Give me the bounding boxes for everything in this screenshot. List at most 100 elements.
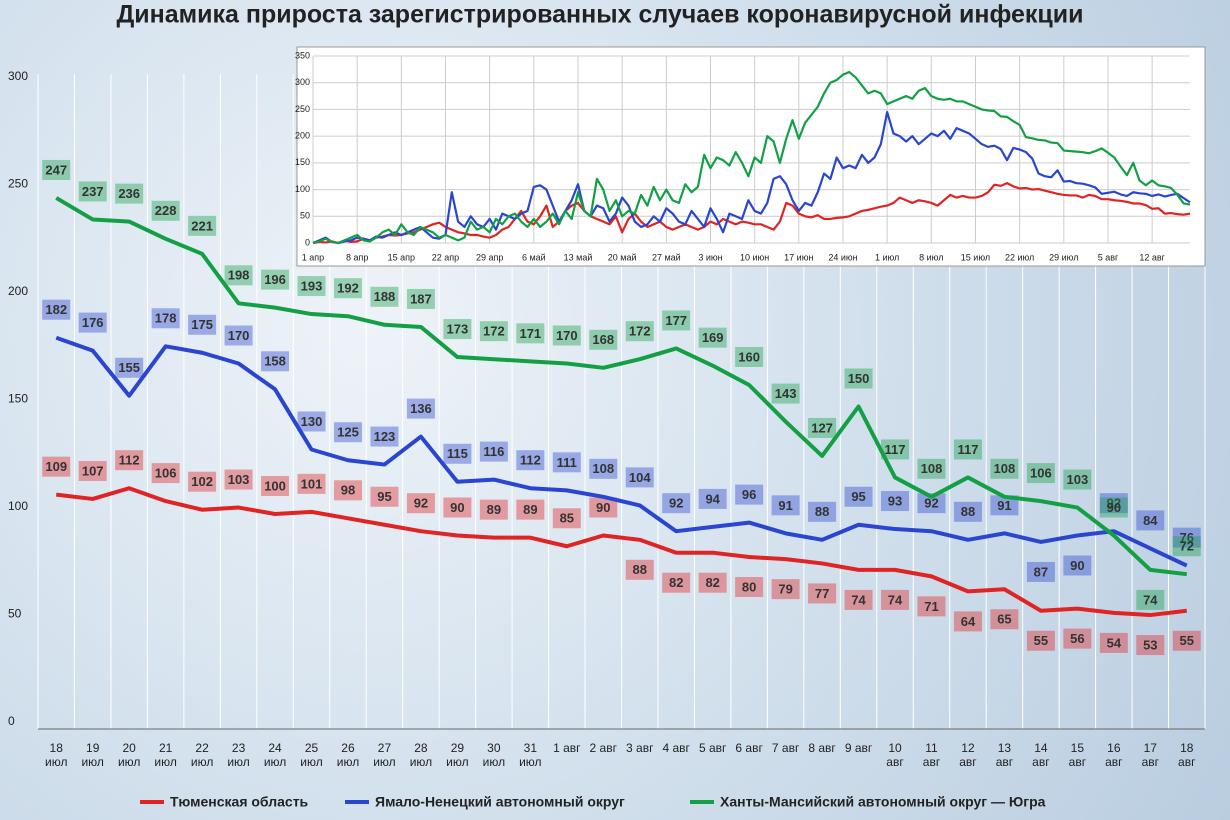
data-label: 175 [191, 317, 213, 332]
x-tick-label: 10 июн [740, 252, 769, 262]
data-label-box [844, 486, 873, 507]
data-label: 172 [629, 324, 651, 339]
data-label: 88 [815, 504, 829, 519]
data-label-box [1026, 630, 1055, 651]
y-tick-label: 250 [295, 104, 310, 114]
data-label: 136 [410, 401, 432, 416]
legend-label: Тюменская область [170, 794, 309, 810]
data-label: 168 [592, 332, 614, 347]
legend-label: Ямало-Ненецкий автономный округ [375, 794, 625, 810]
x-tick-label: 2 авг [589, 741, 617, 755]
data-label: 91 [778, 498, 792, 513]
data-label: 92 [1107, 496, 1121, 511]
data-label-box [953, 501, 982, 522]
data-label-box [662, 572, 691, 593]
data-label-box [151, 200, 180, 221]
y-tick-label: 150 [8, 392, 28, 406]
data-label: 103 [1067, 472, 1089, 487]
data-label: 196 [264, 272, 286, 287]
data-label: 123 [374, 429, 396, 444]
data-label-box [881, 589, 910, 610]
x-tick-label: 17 авг [1141, 741, 1160, 769]
data-label-box [151, 463, 180, 484]
x-tick-label: 4 авг [662, 741, 690, 755]
x-tick-label: 15 июл [961, 252, 990, 262]
data-label: 82 [705, 575, 719, 590]
data-label: 170 [228, 328, 250, 343]
data-label-box [261, 476, 290, 496]
data-label: 53 [1143, 637, 1157, 652]
data-label-box [224, 469, 253, 490]
x-tick-label: 27 май [652, 252, 681, 262]
x-tick-label: 15 апр [388, 252, 415, 262]
data-label: 89 [523, 502, 537, 517]
data-label: 84 [1143, 513, 1158, 528]
data-label: 173 [447, 321, 469, 336]
data-label: 55 [1034, 633, 1048, 648]
data-label-box [78, 312, 107, 333]
x-tick-label: 26 июл [336, 741, 360, 769]
data-label: 91 [997, 498, 1011, 513]
data-label: 96 [742, 487, 756, 502]
x-tick-label: 27 июл [373, 741, 396, 769]
data-label-box [115, 450, 144, 471]
data-label-box [406, 288, 435, 309]
data-label-box [625, 559, 654, 580]
data-label: 117 [885, 442, 906, 457]
x-tick-label: 16 авг [1105, 741, 1123, 769]
data-label: 92 [924, 496, 938, 511]
data-label-box [1026, 463, 1055, 484]
x-tick-label: 29 апр [476, 252, 503, 262]
x-tick-label: 23 июл [227, 741, 250, 769]
x-tick-label: 8 июл [919, 252, 943, 262]
x-tick-label: 17 июн [784, 252, 813, 262]
x-tick-label: 8 авг [808, 741, 836, 755]
data-label: 143 [775, 386, 797, 401]
data-label: 130 [301, 414, 323, 429]
data-label-box [115, 357, 144, 378]
data-label: 150 [848, 371, 870, 386]
data-label: 125 [337, 425, 359, 440]
data-label-box [771, 495, 800, 516]
x-tick-label: 8 апр [346, 252, 368, 262]
data-label: 100 [264, 478, 286, 493]
x-tick-label: 29 июл [1049, 252, 1078, 262]
data-label: 54 [1107, 635, 1122, 650]
data-label: 182 [45, 302, 67, 317]
inset-frame [296, 46, 1206, 267]
legend-label: Ханты-Мансийский автономный округ — Югра [720, 794, 1046, 810]
data-label-box [625, 467, 654, 488]
data-label-box [224, 265, 253, 286]
data-label: 90 [1107, 500, 1121, 515]
data-label-box [516, 499, 545, 520]
data-label: 160 [738, 349, 760, 364]
x-tick-label: 1 июл [875, 252, 899, 262]
data-label-box [42, 299, 71, 320]
data-label-box [333, 278, 362, 299]
data-label: 176 [82, 315, 104, 330]
data-label: 88 [961, 504, 975, 519]
data-label-box [1136, 635, 1165, 656]
data-label: 72 [1180, 539, 1194, 554]
y-tick-label: 200 [8, 284, 28, 298]
data-label-box [698, 572, 727, 593]
x-tick-label: 3 июн [698, 252, 722, 262]
data-label-box [78, 460, 107, 481]
data-label-box [735, 347, 764, 367]
data-label-box [589, 458, 618, 479]
data-label: 55 [1180, 633, 1194, 648]
data-label: 102 [191, 474, 213, 489]
data-label: 109 [45, 459, 67, 474]
data-label-box [771, 579, 800, 600]
y-tick-label: 0 [8, 714, 15, 728]
x-tick-label: 6 май [522, 252, 546, 262]
data-label: 95 [851, 489, 865, 504]
data-label-box [297, 276, 326, 297]
data-label: 193 [301, 278, 323, 293]
data-label-box [990, 495, 1019, 516]
data-label: 56 [1070, 631, 1084, 646]
x-tick-label: 15 авг [1068, 741, 1087, 769]
x-tick-label: 20 июл [117, 741, 141, 769]
x-tick-label: 13 май [564, 252, 593, 262]
data-label-box [844, 589, 873, 610]
